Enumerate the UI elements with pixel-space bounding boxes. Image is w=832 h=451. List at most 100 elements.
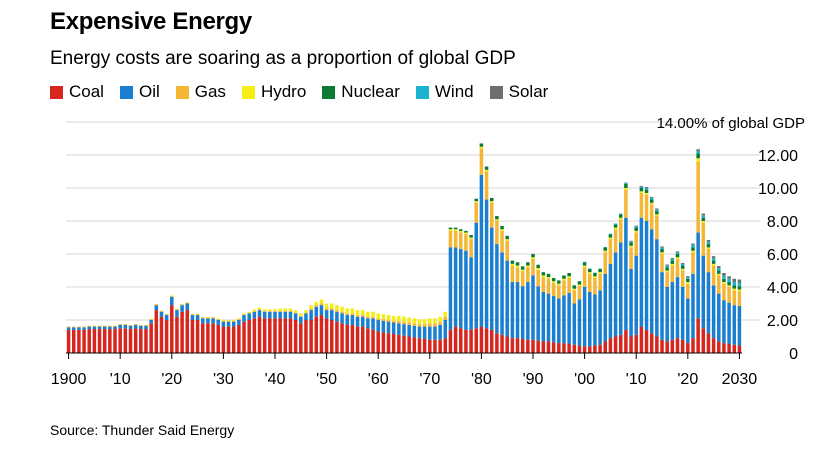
- bar-segment-nuclear-2015: [660, 249, 664, 253]
- bar-segment-coal-1918: [159, 316, 164, 353]
- bar-segment-coal-2029: [732, 344, 737, 353]
- bar-segment-oil-1979: [474, 222, 478, 329]
- bar-segment-coal-1900: [66, 329, 71, 353]
- bar-segment-gas-1930: [221, 320, 226, 322]
- bar-segment-coal-1909: [113, 329, 117, 353]
- bar-segment-nuclear-1994: [551, 277, 556, 282]
- bar-segment-coal-1994: [551, 342, 556, 353]
- bar-segment-hydro-1948: [314, 301, 319, 306]
- bar-segment-hydro-1979: [474, 201, 478, 203]
- bar-segment-nuclear-1985: [505, 235, 509, 240]
- bar-segment-oil-1948: [314, 306, 319, 317]
- bar-segment-coal-1960: [376, 331, 380, 353]
- bar-segment-coal-1916: [149, 323, 153, 353]
- bar-segment-coal-2019: [680, 339, 685, 353]
- bar-segment-oil-1966: [407, 324, 411, 337]
- bar-segment-coal-1934: [242, 321, 246, 353]
- bar-segment-hydro-1989: [526, 265, 530, 268]
- bar-segment-gas-1980: [479, 148, 484, 175]
- bar-segment-oil-1951: [330, 310, 334, 320]
- bar-segment-coal-1923: [185, 310, 190, 353]
- bar-segment-hydro-1930: [221, 320, 226, 321]
- bar-segment-hydro-2012: [644, 192, 649, 195]
- chart-title: Expensive Energy: [50, 8, 252, 35]
- bar-segment-gas-1932: [231, 320, 236, 322]
- bar-segment-nuclear-2014: [655, 211, 659, 215]
- bar-segment-gas-1974: [448, 230, 453, 248]
- bar-segment-oil-2017: [670, 282, 675, 340]
- bar-segment-coal-2028: [727, 343, 731, 353]
- bar-segment-solar-2011: [639, 185, 644, 187]
- bar-segment-wind-2018: [675, 252, 680, 254]
- bar-segment-coal-1985: [505, 336, 509, 353]
- bar-segment-oil-1992: [541, 291, 546, 342]
- bar-segment-oil-1957: [360, 316, 365, 327]
- bar-segment-hydro-1956: [355, 310, 360, 316]
- bar-segment-oil-1936: [252, 311, 257, 319]
- bar-segment-oil-1919: [164, 315, 169, 320]
- bar-segment-nuclear-1991: [536, 264, 540, 269]
- bar-segment-gas-1951: [330, 308, 334, 311]
- bar-segment-hydro-1964: [397, 315, 401, 321]
- bar-segment-gas-1956: [355, 315, 360, 317]
- legend-swatch: [489, 85, 503, 99]
- bar-segment-gas-1936: [252, 310, 257, 312]
- bar-segment-gas-1986: [510, 265, 515, 283]
- bar-segment-wind-2028: [727, 278, 731, 283]
- bar-segment-wind-2027: [722, 275, 726, 279]
- bar-segment-coal-1908: [108, 329, 112, 353]
- bar-segment-hydro-2003: [598, 272, 602, 274]
- bar-segment-hydro-2000: [582, 265, 587, 268]
- bar-segment-coal-2004: [603, 341, 608, 353]
- bar-segment-hydro-1954: [345, 308, 349, 314]
- bar-segment-coal-1975: [453, 326, 458, 353]
- bar-segment-hydro-2026: [717, 273, 721, 276]
- bar-segment-coal-1989: [526, 339, 530, 353]
- x-tick-label: '20: [677, 371, 698, 388]
- bar-segment-nuclear-2027: [722, 278, 726, 283]
- bar-segment-nuclear-1976: [459, 229, 463, 231]
- bar-segment-gas-1998: [572, 290, 577, 304]
- bar-segment-solar-2016: [665, 264, 669, 266]
- bar-segment-hydro-1967: [412, 318, 417, 324]
- bar-segment-gas-2026: [717, 275, 721, 294]
- bar-segment-gas-1902: [77, 326, 81, 328]
- bar-segment-gas-1915: [144, 324, 148, 326]
- bar-segment-gas-1979: [474, 202, 478, 223]
- bar-segment-oil-1943: [288, 311, 293, 319]
- bar-segment-oil-1945: [299, 316, 303, 324]
- bar-segment-gas-1988: [520, 271, 525, 287]
- bar-segment-coal-2022: [696, 318, 700, 353]
- bar-segment-hydro-1933: [237, 318, 241, 320]
- bar-segment-coal-2010: [634, 334, 638, 353]
- bar-segment-coal-1972: [438, 339, 442, 353]
- bar-segment-hydro-1923: [185, 302, 190, 303]
- bar-segment-oil-1929: [216, 320, 220, 325]
- bar-segment-solar-2027: [722, 272, 726, 276]
- bar-segment-coal-1947: [309, 320, 313, 353]
- bar-segment-gas-1994: [551, 282, 556, 297]
- bar-segment-hydro-1983: [495, 219, 499, 221]
- bar-segment-gas-1990: [531, 258, 535, 276]
- bar-segment-coal-1914: [139, 329, 143, 353]
- bar-segment-gas-1935: [247, 312, 251, 314]
- bar-segment-oil-2001: [588, 291, 592, 347]
- bar-segment-nuclear-1993: [546, 273, 551, 278]
- bar-segment-coal-2017: [670, 339, 675, 353]
- bar-segment-coal-2018: [675, 338, 680, 353]
- bar-segment-gas-2009: [629, 247, 633, 269]
- bar-segment-coal-2001: [588, 346, 592, 353]
- bar-segment-nuclear-2011: [639, 188, 644, 192]
- bar-segment-gas-1905: [92, 325, 97, 327]
- x-tick-label: 1900: [51, 371, 87, 388]
- bar-segment-wind-2015: [660, 247, 664, 250]
- bar-segment-gas-1993: [546, 278, 551, 294]
- bar-segment-oil-1976: [459, 249, 463, 329]
- bar-segment-nuclear-1987: [515, 262, 520, 266]
- bar-segment-gas-2018: [675, 258, 680, 278]
- bar-segment-solar-2023: [701, 213, 706, 216]
- bar-segment-coal-1979: [474, 328, 478, 353]
- bar-segment-oil-1983: [495, 244, 499, 334]
- bar-segment-hydro-2028: [727, 285, 731, 287]
